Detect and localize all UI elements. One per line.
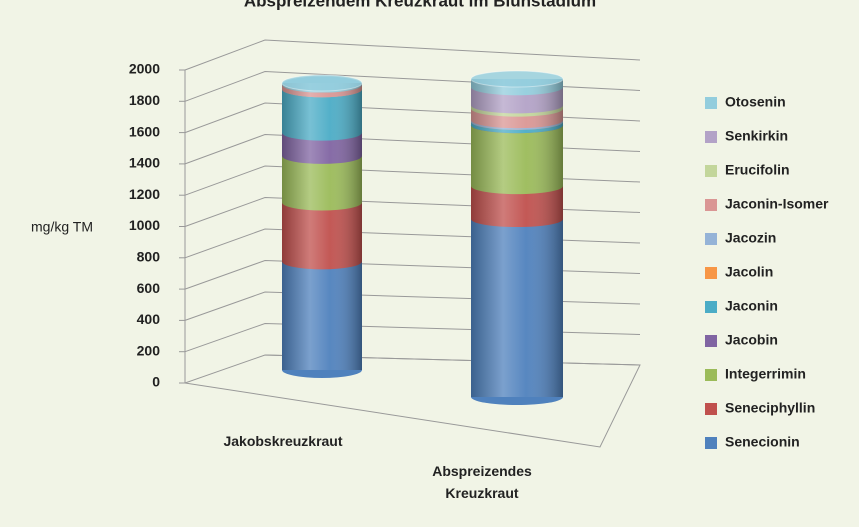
legend-label: Senecionin bbox=[725, 434, 800, 450]
y-tick-label: 0 bbox=[152, 374, 160, 390]
legend-swatch bbox=[705, 403, 717, 415]
legend-label: Erucifolin bbox=[725, 162, 790, 178]
grid-line bbox=[184, 165, 641, 196]
legend-swatch bbox=[705, 199, 717, 211]
legend-label: Senkirkin bbox=[725, 128, 788, 144]
cylinder-shade bbox=[282, 83, 362, 370]
y-tick-label: 1200 bbox=[129, 186, 160, 202]
legend-swatch bbox=[705, 301, 717, 313]
legend-label: Jacobin bbox=[725, 332, 778, 348]
grid-line bbox=[184, 133, 641, 165]
legend-swatch bbox=[705, 131, 717, 143]
grid-line bbox=[184, 102, 641, 134]
grid-line bbox=[184, 70, 641, 102]
cylinder-top bbox=[470, 70, 564, 88]
grid-line bbox=[184, 39, 641, 71]
legend-swatch bbox=[705, 369, 717, 381]
legend-label: Jacozin bbox=[725, 230, 776, 246]
grid-line bbox=[184, 354, 641, 384]
y-tick-label: 400 bbox=[137, 311, 161, 327]
legend-swatch bbox=[705, 165, 717, 177]
y-tick-label: 1800 bbox=[129, 92, 160, 108]
y-tick-label: 1600 bbox=[129, 123, 160, 139]
legend-label: Otosenin bbox=[725, 94, 786, 110]
cylinder-shade bbox=[471, 79, 563, 397]
legend-label: Jacolin bbox=[725, 264, 773, 280]
legend-label: Jaconin-Isomer bbox=[725, 196, 829, 212]
y-tick-label: 200 bbox=[137, 342, 161, 358]
grid-line bbox=[184, 322, 641, 353]
y-tick-label: 800 bbox=[137, 249, 161, 265]
y-tick-label: 1400 bbox=[129, 155, 160, 171]
chart-title: Abspreizendem Kreuzkraut im Blühstadium bbox=[244, 0, 596, 10]
grid-line bbox=[184, 228, 641, 259]
y-tick-label: 600 bbox=[137, 280, 161, 296]
grid-line bbox=[184, 196, 641, 227]
y-tick-label: 2000 bbox=[129, 61, 160, 77]
legend-swatch bbox=[705, 437, 717, 449]
legend-swatch bbox=[705, 267, 717, 279]
y-tick-label: 1000 bbox=[129, 217, 160, 233]
grid-line bbox=[184, 259, 641, 290]
y-axis-label: mg/kg TM bbox=[31, 219, 93, 235]
legend-swatch bbox=[705, 335, 717, 347]
legend-label: Integerrimin bbox=[725, 366, 806, 382]
grid-line bbox=[184, 291, 641, 321]
legend-swatch bbox=[705, 233, 717, 245]
x-tick-label: Jakobskreuzkraut bbox=[223, 433, 343, 449]
cylinder-top bbox=[281, 74, 363, 92]
x-tick-label: Abspreizendes Kreuzkraut bbox=[432, 463, 532, 501]
legend-label: Jaconin bbox=[725, 298, 778, 314]
legend-label: Seneciphyllin bbox=[725, 400, 815, 416]
legend-swatch bbox=[705, 97, 717, 109]
